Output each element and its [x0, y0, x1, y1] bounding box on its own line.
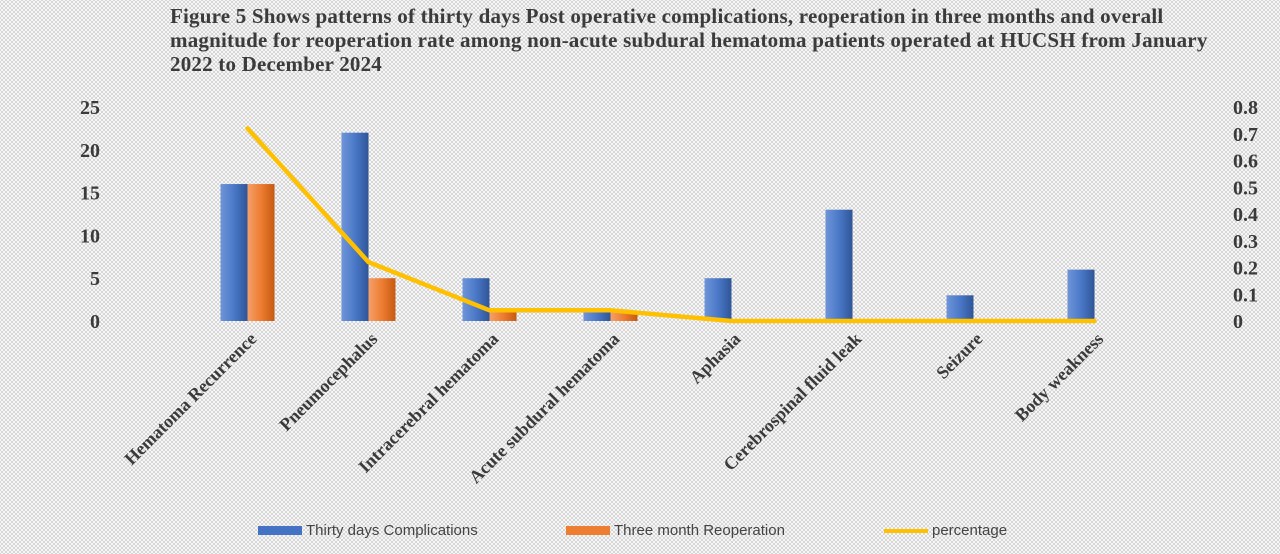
legend-label: percentage	[932, 522, 1008, 539]
right-tick-label: 0.6	[1233, 151, 1258, 173]
right-tick-label: 0.8	[1233, 97, 1258, 119]
legend-item-percentage: percentage	[884, 522, 1007, 539]
bar-thirty-days	[341, 132, 369, 321]
bar-thirty-days	[1067, 269, 1095, 321]
bar-thirty-days	[946, 295, 974, 321]
left-tick-label: 20	[80, 140, 100, 162]
left-tick-label: 0	[90, 311, 100, 333]
right-tick-label: 0	[1233, 311, 1243, 333]
category-label: Aphasia	[686, 329, 745, 388]
left-tick-label: 15	[80, 183, 100, 205]
category-label: Intracerebral hematoma	[354, 329, 502, 477]
bar-series	[220, 132, 1095, 321]
left-axis: 0 5 10 15 20 25	[80, 97, 100, 333]
bar-thirty-days	[583, 312, 611, 321]
category-label: Seizure	[932, 329, 986, 383]
left-tick-label: 10	[80, 225, 100, 247]
bar-thirty-days	[704, 278, 732, 321]
legend-swatch-yellow	[884, 528, 928, 533]
bar-three-month	[610, 312, 638, 321]
combo-chart: 0 5 10 15 20 25 0 0.1 0.2 0.3 0.4 0.5 0.6 0.7 0.8 Hem…	[80, 97, 1258, 487]
bar-thirty-days	[220, 184, 248, 321]
line-series	[245, 126, 1097, 324]
chart-title: Figure 5 Shows patterns of thirty days P…	[170, 4, 1208, 76]
right-tick-label: 0.3	[1233, 231, 1258, 253]
left-tick-label: 25	[80, 97, 100, 119]
left-tick-label: 5	[90, 268, 100, 290]
legend: Thirty days Complications Three month Re…	[0, 518, 1280, 544]
legend-label: Thirty days Complications	[306, 522, 478, 539]
bar-thirty-days	[825, 209, 853, 321]
category-label: Body weakness	[1011, 329, 1108, 426]
category-label: Cerebrospinal fluid leak	[719, 329, 865, 475]
bar-three-month	[368, 278, 396, 321]
category-label: Hematoma Recurrence	[120, 329, 260, 469]
right-axis: 0 0.1 0.2 0.3 0.4 0.5 0.6 0.7 0.8	[1233, 97, 1258, 333]
right-tick-label: 0.4	[1233, 204, 1258, 226]
category-labels: Hematoma Recurrence PneumocephalusIntrace…	[120, 329, 1107, 487]
category-label: Pneumocephalus	[275, 329, 381, 435]
right-tick-label: 0.1	[1233, 284, 1258, 306]
right-tick-label: 0.2	[1233, 258, 1258, 280]
right-tick-label: 0.5	[1233, 177, 1258, 199]
right-tick-label: 0.7	[1233, 124, 1258, 146]
legend-swatch-blue	[258, 526, 302, 535]
legend-swatch-orange	[566, 526, 610, 535]
percentage-line	[245, 126, 1097, 324]
legend-item-thirty-days: Thirty days Complications	[258, 522, 478, 539]
legend-item-three-month: Three month Reoperation	[566, 522, 785, 539]
bar-three-month	[489, 312, 517, 321]
bar-three-month	[247, 184, 275, 321]
legend-label: Three month Reoperation	[614, 522, 785, 539]
